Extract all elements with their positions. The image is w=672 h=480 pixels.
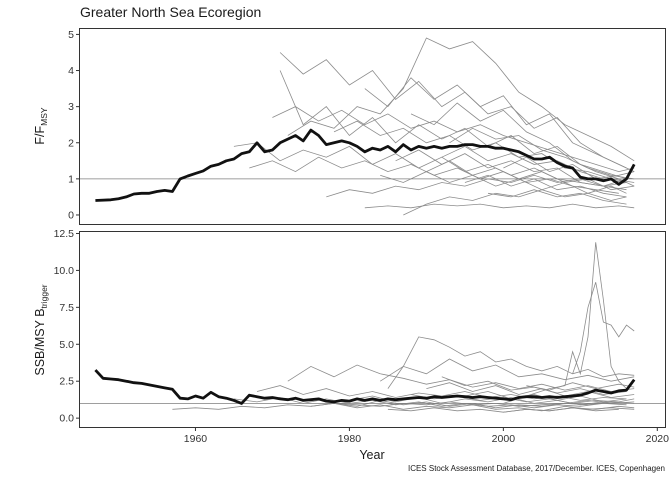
y-tick-label: 5.0 <box>59 339 74 351</box>
y-tick-label: 10.0 <box>54 265 75 277</box>
y-tick-label: 5 <box>68 29 74 41</box>
stock-line-14 <box>503 405 635 413</box>
x-tick-label: 2000 <box>492 433 516 445</box>
stock-line-12 <box>326 174 627 198</box>
stock-line-5 <box>287 364 635 392</box>
x-axis: 1960 1980 2000 2020 <box>184 427 669 445</box>
bottom-panel-mean-line-group <box>94 369 636 405</box>
stock-line-15 <box>233 397 627 409</box>
x-axis-label: Year <box>359 448 384 462</box>
stock-line-14 <box>464 174 627 198</box>
stock-line-17 <box>249 156 619 194</box>
stock-line-18 <box>526 382 635 391</box>
stock-line-11 <box>410 102 635 187</box>
stock-line-18 <box>503 156 635 180</box>
bottom-panel: 0.0 2.5 5.0 7.5 10.0 12.5 SSB/MSY Btrigger <box>33 228 666 428</box>
stock-line-7 <box>364 77 635 172</box>
bottom-panel-stock-lines <box>172 242 635 413</box>
top-panel-mean-line-group <box>95 128 636 202</box>
mean-line <box>95 128 636 202</box>
stock-line-2 <box>287 37 635 162</box>
stock-line-5 <box>233 142 627 187</box>
y-tick-label: 3 <box>68 101 74 113</box>
y-tick-label: 2.5 <box>59 376 74 388</box>
y-tick-label: 7.5 <box>59 302 74 314</box>
stock-line-9 <box>349 395 627 406</box>
stock-line-3 <box>387 336 635 389</box>
top-panel: 0 1 2 3 4 5 F/FMSY <box>33 28 666 225</box>
top-panel-y-axis-label: F/FMSY <box>33 107 49 145</box>
y-tick-label: 0.0 <box>59 413 74 425</box>
stock-line-2 <box>572 282 635 374</box>
stock-line-16 <box>364 203 635 209</box>
stock-line-1 <box>279 52 627 169</box>
y-tick-label: 2 <box>68 137 74 149</box>
stock-line-4 <box>279 70 627 180</box>
x-tick-label: 1960 <box>184 433 208 445</box>
top-panel-stock-lines <box>233 37 635 216</box>
y-tick-label: 0 <box>68 209 74 221</box>
stock-line-4 <box>379 358 635 382</box>
mean-line <box>94 369 636 405</box>
bottom-panel-y-ticks: 0.0 2.5 5.0 7.5 10.0 12.5 <box>54 228 80 425</box>
y-tick-label: 12.5 <box>54 228 75 240</box>
stock-line-20 <box>449 127 635 180</box>
stock-line-8 <box>395 149 627 191</box>
stock-line-10 <box>426 382 635 398</box>
x-tick-label: 1980 <box>338 433 362 445</box>
chart-title: Greater North Sea Ecoregion <box>80 4 261 20</box>
stock-line-19 <box>403 189 627 216</box>
source-caption: ICES Stock Assessment Database, 2017/Dec… <box>408 464 665 473</box>
stock-line-10 <box>380 171 627 194</box>
stock-line-9 <box>426 160 635 191</box>
bottom-panel-y-axis-label: SSB/MSY Btrigger <box>33 284 49 375</box>
y-tick-label: 1 <box>68 173 74 185</box>
stock-line-13 <box>441 145 627 183</box>
top-panel-y-ticks: 0 1 2 3 4 5 <box>68 29 80 221</box>
x-tick-label: 2020 <box>646 433 670 445</box>
y-tick-label: 4 <box>68 65 74 77</box>
stock-line-15 <box>487 189 627 205</box>
